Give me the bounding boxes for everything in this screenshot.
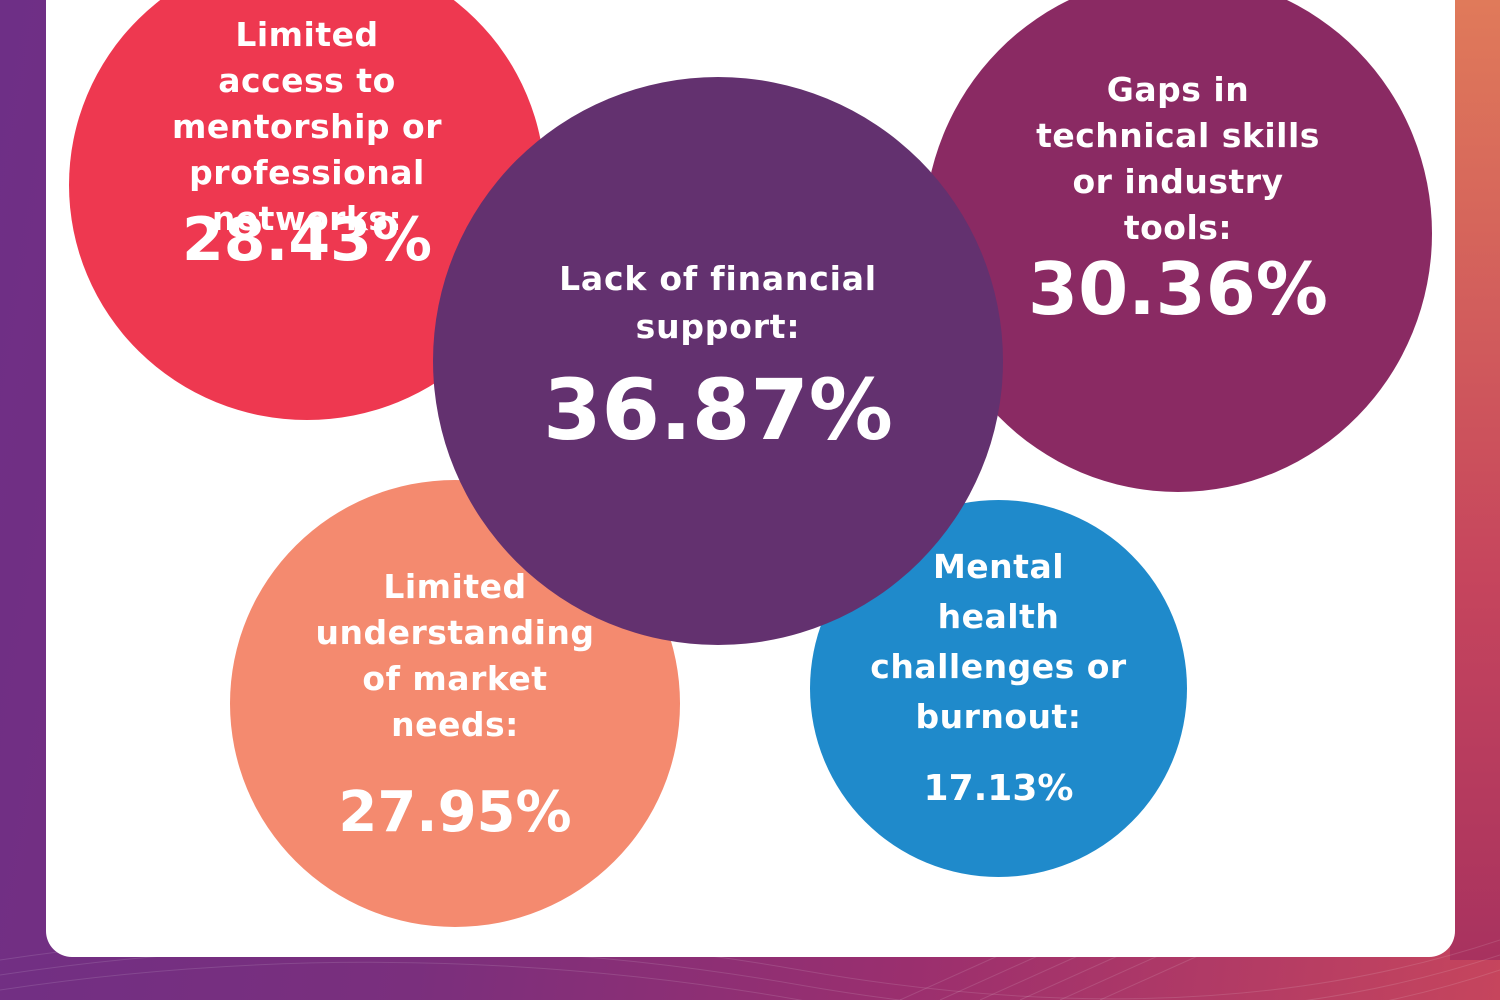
bubble-value: 30.36% (1028, 247, 1328, 331)
bubble-technical-skills: Gaps in technical skills or industry too… (924, 0, 1432, 492)
bubble-label: Mental health challenges or burnout: (870, 547, 1127, 736)
bubble-label: Limited access to mentorship or professi… (172, 15, 442, 238)
chart-card: Limited access to mentorship or professi… (46, 0, 1455, 957)
bubble-label: Lack of financial support: (559, 259, 877, 346)
bubble-value: 17.13% (923, 768, 1074, 809)
bubble-label: Gaps in technical skills or industry too… (1036, 70, 1320, 247)
bubble-financial-support: Lack of financial support: 36.87% (433, 77, 1003, 645)
background-accent (1450, 0, 1500, 960)
bubble-value: 27.95% (338, 780, 572, 845)
bubble-value: 28.43% (182, 205, 432, 275)
bubble-value: 36.87% (543, 361, 893, 459)
bubble-label: Limited understanding of market needs: (315, 567, 595, 744)
